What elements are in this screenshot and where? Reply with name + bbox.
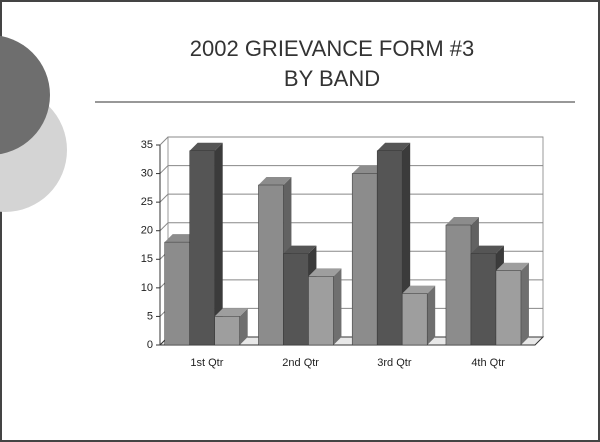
chart-title: 2002 GRIEVANCE FORM #3 (190, 36, 474, 61)
bar-top (402, 285, 436, 294)
bar (445, 224, 472, 346)
y-tick-label: 25 (141, 196, 153, 208)
grid-line (159, 193, 543, 203)
plot: 0 5 10 15 20 25 30 35 1st Qtr 2nd Qtr 3rd Qtr 4th Q… (141, 136, 545, 369)
bar-side (214, 142, 223, 345)
y-tick-label: 5 (147, 310, 153, 322)
bar-top (377, 142, 411, 151)
bar (376, 150, 403, 346)
bar-top (189, 142, 223, 151)
bar-side (520, 262, 529, 345)
bar (214, 316, 240, 346)
bar-top (445, 217, 479, 225)
bar (470, 253, 497, 346)
x-tick-label: 3rd Qtr (377, 357, 412, 369)
bar-top (495, 262, 529, 271)
x-tick-label: 1st Qtr (190, 357, 223, 369)
y-tick-label: 15 (141, 253, 153, 265)
grid-line (159, 136, 543, 146)
bar (401, 293, 428, 346)
y-tick-label: 20 (141, 225, 153, 237)
y-tick-label: 35 (141, 139, 153, 151)
bar-top (214, 308, 248, 317)
bar-top (283, 245, 317, 254)
bar (495, 270, 522, 346)
x-tick-label: 2nd Qtr (282, 357, 319, 369)
grid-line (159, 222, 543, 232)
x-tick-label: 4th Qtr (471, 357, 505, 369)
y-tick-label: 30 (141, 167, 153, 179)
bar (164, 241, 190, 346)
bar-top (258, 177, 292, 185)
bar-top (308, 268, 342, 277)
bar-side (427, 285, 436, 345)
bar (189, 150, 215, 346)
grid-line (159, 165, 543, 174)
bar-top (470, 245, 504, 254)
bar (351, 173, 378, 346)
decor-circle-dark (0, 35, 50, 155)
bar (283, 253, 309, 346)
bar (308, 276, 334, 346)
y-tick-label: 10 (141, 282, 153, 294)
bar (258, 184, 284, 346)
bar-side (333, 268, 342, 345)
chart-subtitle: BY BAND (284, 66, 380, 91)
y-tick-label: 0 (147, 339, 153, 351)
bar-side (239, 308, 248, 345)
